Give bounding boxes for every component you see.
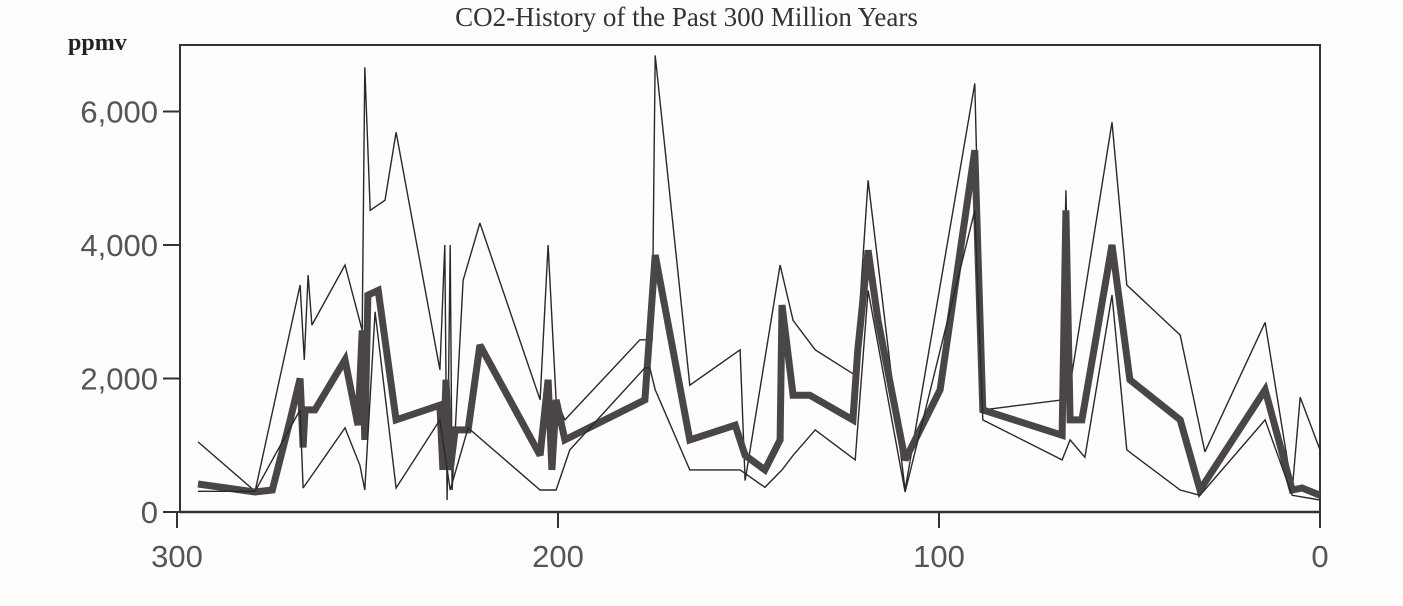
y-tick-label: 6,000: [80, 95, 158, 130]
x-tick-label: 300: [151, 539, 203, 574]
x-tick-label: 0: [1311, 539, 1328, 574]
series-line-lower: [198, 210, 1321, 501]
axis-layer: 0 2,000 4,000 6,000 300 200 100 0: [80, 95, 1328, 575]
y-axis-label: ppmv: [68, 30, 127, 56]
y-tick-label: 2,000: [80, 362, 158, 397]
x-tick-label: 100: [913, 539, 965, 574]
series-layer: [197, 55, 1322, 501]
x-tick-label: 200: [532, 539, 584, 574]
y-tick-label: 0: [141, 495, 158, 530]
series-line-central-estimate: [197, 149, 1322, 499]
y-tick-label: 4,000: [80, 228, 158, 263]
chart-title: CO2-History of the Past 300 Million Year…: [455, 2, 918, 32]
